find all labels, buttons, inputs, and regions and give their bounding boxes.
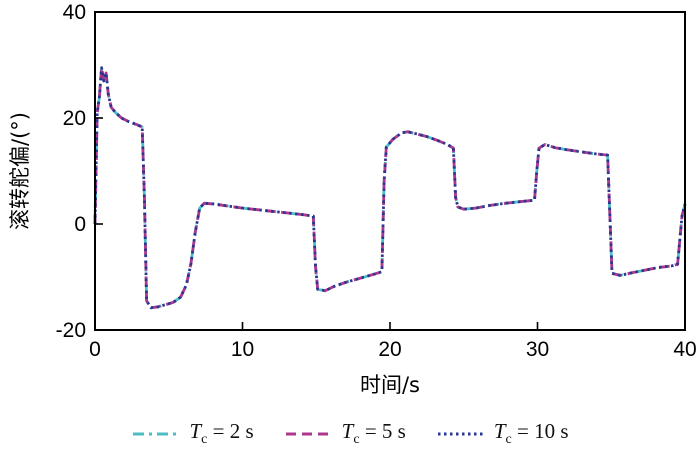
plot-border [94,11,686,331]
x-tick-label: 40 [673,338,696,361]
legend-text: = 5 s [359,419,406,443]
legend: Tc = 2 s Tc = 5 s Tc = 10 s [0,419,700,448]
legend-line-sample-tc2 [133,432,180,436]
y-tick-label: 20 [63,107,86,130]
legend-symbol: T [189,419,202,443]
legend-label-tc10: Tc = 10 s [494,419,569,448]
legend-item-tc2: Tc = 2 s [131,419,254,448]
legend-item-tc5: Tc = 5 s [284,419,406,448]
y-axis-label: 滚转舵偏/(°) [8,112,32,230]
legend-line-sample-tc10 [437,432,484,436]
legend-label-tc5: Tc = 5 s [342,419,406,448]
legend-subscript: c [201,432,208,448]
y-tick-label: -20 [56,319,86,342]
legend-symbol: T [341,419,354,443]
legend-text: = 10 s [511,419,569,443]
series-line-1 [93,66,687,310]
legend-subscript: c [505,432,512,448]
x-tick-label: 30 [526,338,549,361]
legend-text: = 2 s [207,419,254,443]
series-line-0 [93,66,687,310]
legend-line-sample-tc5 [285,432,332,436]
x-tick-label: 10 [231,338,254,361]
series-line-2 [93,66,687,310]
x-axis-label: 时间/s [360,373,420,397]
legend-symbol: T [493,419,506,443]
x-tick-label: 0 [89,338,101,361]
legend-subscript: c [353,432,360,448]
y-tick-label: 40 [63,1,86,24]
legend-label-tc2: Tc = 2 s [189,419,253,448]
legend-item-tc10: Tc = 10 s [436,419,569,448]
x-tick-label: 20 [378,338,401,361]
y-tick-label: 0 [74,213,86,236]
